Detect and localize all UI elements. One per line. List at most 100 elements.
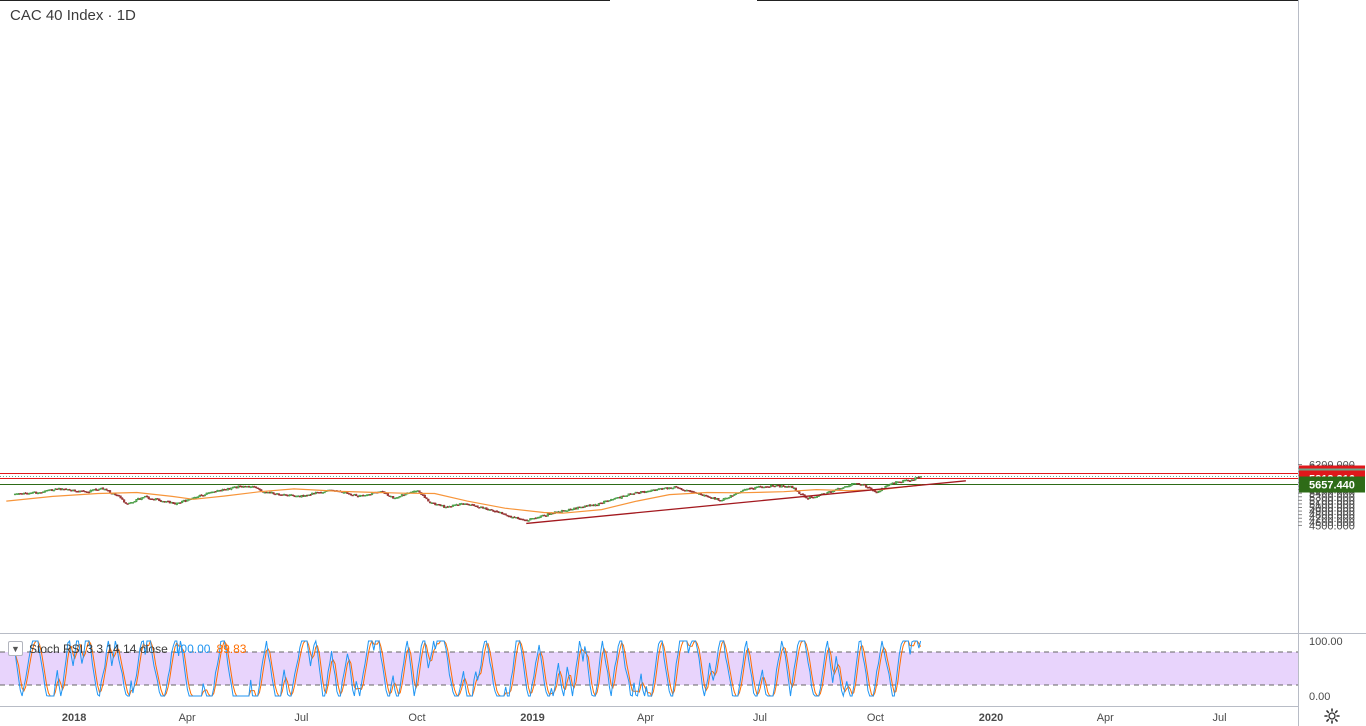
candle-body xyxy=(414,490,418,493)
candle-body xyxy=(907,479,910,482)
stoch-k-line xyxy=(14,639,922,698)
candle-body xyxy=(26,493,29,495)
candle-body xyxy=(117,495,120,497)
candle-body xyxy=(873,490,877,492)
candle-body xyxy=(815,496,819,498)
candle-body xyxy=(620,495,623,499)
candle-body xyxy=(576,506,579,510)
candle-body xyxy=(682,489,685,491)
chevron-down-icon[interactable]: ▼ xyxy=(8,641,23,656)
candle-body xyxy=(891,482,894,485)
candle-body xyxy=(263,492,266,494)
candle-body xyxy=(527,520,530,522)
candle-body xyxy=(708,496,711,498)
candle-body xyxy=(351,494,354,497)
candle-body xyxy=(439,504,442,507)
candle-body xyxy=(462,503,465,505)
gear-icon[interactable] xyxy=(1322,706,1342,726)
candle-body xyxy=(870,487,873,490)
candle-body xyxy=(274,493,277,496)
candle-body xyxy=(747,488,750,490)
price-tick-label: 4800.000 xyxy=(1309,510,1355,522)
candle-body xyxy=(854,483,857,485)
candle-body xyxy=(636,492,639,494)
candle-body xyxy=(295,495,298,498)
candle-body xyxy=(773,485,776,488)
candle-body xyxy=(610,499,613,501)
candle-body xyxy=(530,518,534,520)
candle-body xyxy=(719,500,722,502)
candle-body xyxy=(98,488,101,491)
candle-body xyxy=(791,485,794,489)
candle-body xyxy=(147,496,150,499)
time-tick-label: Jul xyxy=(294,712,308,724)
candle-body xyxy=(297,495,300,498)
candle-body xyxy=(669,487,673,489)
candle-body xyxy=(309,494,312,496)
candle-body xyxy=(905,479,908,482)
candle-body xyxy=(358,494,361,497)
candle-body xyxy=(731,495,734,497)
candle-body xyxy=(778,485,782,488)
stoch-rsi-label: Stoch RSI 3 3 14 14 close xyxy=(29,641,168,656)
price-tick-label: 5000.000 xyxy=(1309,503,1355,515)
candle-body xyxy=(137,498,140,500)
candle-body xyxy=(662,487,666,490)
candle-body xyxy=(488,509,491,511)
candle-body xyxy=(655,489,658,491)
candle-body xyxy=(430,502,433,504)
candle-body xyxy=(386,492,389,496)
candle-body xyxy=(390,496,393,498)
candle-body xyxy=(537,516,541,519)
candle-body xyxy=(448,506,451,508)
candle-body xyxy=(745,489,748,491)
candle-body xyxy=(525,519,528,522)
candle-body xyxy=(627,493,630,496)
candle-body xyxy=(28,493,31,495)
candle-body xyxy=(246,486,249,488)
candle-body xyxy=(168,500,171,504)
candle-body xyxy=(541,514,544,517)
candle-body xyxy=(715,497,718,500)
candle-body xyxy=(195,497,198,499)
candle-body xyxy=(240,485,244,488)
candle-body xyxy=(817,495,820,497)
candle-body xyxy=(713,497,717,500)
candle-body xyxy=(311,492,314,495)
candle-body xyxy=(596,504,599,507)
candle-body xyxy=(124,502,127,504)
candle-body xyxy=(251,486,254,488)
candle-body xyxy=(856,483,859,485)
candle-body xyxy=(355,494,358,497)
candle-body xyxy=(469,504,472,507)
candle-body xyxy=(68,489,71,491)
moving-average-line xyxy=(6,484,922,514)
candle-body xyxy=(508,515,511,518)
candle-body xyxy=(277,493,280,496)
candle-body xyxy=(305,494,309,497)
candle-body xyxy=(342,492,345,494)
candle-body xyxy=(474,505,477,507)
candle-body xyxy=(775,485,778,487)
candle-body xyxy=(571,509,574,511)
candle-body xyxy=(557,511,560,513)
candle-body xyxy=(45,490,48,492)
candle-body xyxy=(202,495,205,497)
candle-body xyxy=(35,491,38,494)
candle-body xyxy=(142,497,145,499)
time-tick-label: Jul xyxy=(1213,712,1227,724)
stoch-d-value: 89.83 xyxy=(216,641,247,656)
candle-body xyxy=(212,491,215,494)
candle-body xyxy=(458,503,462,506)
candle-body xyxy=(785,486,789,488)
candle-body xyxy=(588,504,592,507)
candle-body xyxy=(868,487,871,489)
candle-body xyxy=(418,490,421,493)
candle-body xyxy=(678,487,681,490)
candle-body xyxy=(606,500,609,503)
candle-body xyxy=(645,491,648,493)
candle-body xyxy=(267,491,270,494)
candle-body xyxy=(416,490,419,492)
candle-body xyxy=(908,480,912,482)
